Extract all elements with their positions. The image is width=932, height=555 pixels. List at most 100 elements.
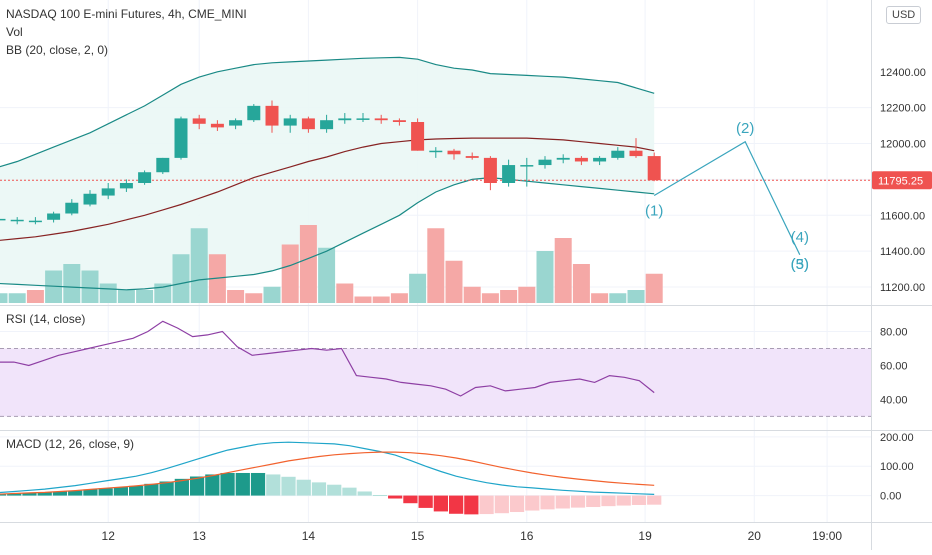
chart-legend: NASDAQ 100 E-mini Futures, 4h, CME_MINI … [6,5,247,59]
volume-bar [518,286,536,303]
rsi-tick-label: 60.00 [880,360,908,372]
candle-body [229,120,243,126]
candle-body [138,172,152,183]
rsi-panel [0,320,871,417]
candle-body [556,157,570,160]
macd-histogram-bar [403,495,418,504]
bollinger-legend[interactable]: BB (20, close, 2, 0) [6,43,109,57]
macd-histogram-bar [540,495,555,510]
bollinger-upper-line [0,56,655,168]
macd-histogram-bar [189,476,205,496]
macd-histogram-bar [159,481,174,496]
candle-body [320,120,334,130]
macd-panel [0,436,871,515]
volume-bar [172,254,190,303]
candle-body [374,118,388,121]
macd-histogram-bar [281,476,296,496]
wave-label: (2) [736,120,754,137]
macd-histogram-bar [327,484,342,496]
time-tick-label: 13 [193,529,207,543]
volume-bar [136,290,154,303]
symbol-title[interactable]: NASDAQ 100 E-mini Futures, 4h, CME_MINI [6,7,247,21]
macd-histogram-bar [144,483,159,496]
candle-body [156,157,170,173]
rsi-legend[interactable]: RSI (14, close) [6,312,85,326]
volume-bar [245,293,263,303]
candle-body [265,105,279,126]
last-price-tag-bg [872,171,932,190]
candle-body [247,105,261,121]
wave-label: (4) [791,229,809,246]
volume-bar [354,296,372,303]
time-axis[interactable]: 12 13 14 15 16 19 20 19:00 [102,529,843,543]
candle-body [338,118,352,121]
elliott-wave-line[interactable] [653,140,801,256]
time-tick-label: 19:00 [812,529,842,543]
volume-bar [372,296,390,303]
macd-histogram-bar [342,487,357,496]
volume-bar [463,286,481,303]
time-tick-label: 12 [102,529,116,543]
candle-body [447,150,461,155]
macd-histogram-bar [311,482,327,496]
volume-bar [281,244,299,303]
macd-histogram-bar [83,489,98,496]
macd-histogram-bar [647,495,662,505]
candle-body [429,150,443,153]
macd-histogram-bar [220,472,235,496]
macd-legend[interactable]: MACD (12, 26, close, 9) [6,437,134,451]
last-price-tag: 11795.25 [872,171,932,190]
currency-button[interactable]: USD [886,6,922,24]
candle-body [28,220,42,223]
candle-body [119,183,133,189]
macd-histogram-bar [205,474,220,496]
volume-bars [0,225,663,303]
volume-bar [26,290,44,303]
macd-histogram-bar [388,495,403,499]
candle-body [83,193,97,205]
volume-legend[interactable]: Vol [6,25,23,39]
candle-body [192,118,206,124]
time-tick-label: 14 [302,529,316,543]
candle-body [210,123,224,128]
macd-histogram-bar [68,490,83,496]
volume-bar [481,293,499,303]
candle-body [502,165,516,183]
rsi-line [0,320,655,397]
candle-body [65,202,79,214]
macd-histogram-bar [7,493,22,496]
rsi-tick-label: 80.00 [880,326,908,338]
candle-body [301,118,315,130]
volume-bar [190,228,208,303]
macd-histogram-bar [129,485,144,496]
macd-histogram-bar [525,495,540,511]
rsi-axis[interactable]: 80.00 60.00 40.00 [880,326,908,406]
candle-body [174,118,188,158]
volume-bar [117,290,135,303]
macd-tick-label: 100.00 [880,461,914,473]
candle-body [10,219,24,222]
macd-axis[interactable]: 200.00 100.00 0.00 [880,432,914,503]
volume-bar [627,290,645,303]
volume-bar [0,293,8,303]
macd-histogram-bar [601,495,616,507]
candle-body [574,157,588,162]
macd-histogram-bar [616,495,631,506]
candle-body [47,213,61,220]
macd-histogram-bar [372,494,388,496]
macd-histogram-bar [98,488,113,496]
macd-histogram-bar [174,478,189,496]
candle-body [647,156,661,181]
candle-body [411,122,425,151]
candle-body [0,218,6,221]
volume-bar [318,247,336,303]
volume-bar [390,293,408,303]
volume-bar [427,228,445,303]
elliott-wave-labels: (1) (2) (4) (3)(5) [645,120,809,273]
macd-histogram-bar [479,495,494,515]
volume-bar [154,283,172,303]
time-tick-label: 16 [520,529,534,543]
macd-histogram-bar [586,495,601,508]
volume-bar [572,264,590,303]
